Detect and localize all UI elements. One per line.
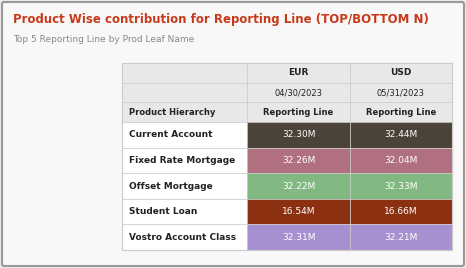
Text: 32.21M: 32.21M	[384, 233, 418, 242]
Text: 32.04M: 32.04M	[384, 156, 418, 165]
Bar	[350, 199, 452, 224]
Text: Current Account: Current Account	[129, 130, 212, 139]
Text: Product Wise contribution for Reporting Line (TOP/BOTTOM N): Product Wise contribution for Reporting …	[13, 13, 429, 26]
Bar	[247, 122, 350, 148]
Text: 16.54M: 16.54M	[282, 207, 315, 216]
Bar	[122, 63, 452, 250]
Text: 32.26M: 32.26M	[282, 156, 315, 165]
Text: Student Loan: Student Loan	[129, 207, 198, 216]
Bar	[247, 148, 350, 173]
Text: EUR: EUR	[288, 68, 309, 77]
Bar	[122, 63, 452, 83]
Text: Fixed Rate Mortgage: Fixed Rate Mortgage	[129, 156, 235, 165]
Bar	[122, 102, 452, 122]
Text: Top 5 Reporting Line by Prod Leaf Name: Top 5 Reporting Line by Prod Leaf Name	[13, 35, 194, 44]
Text: Offset Mortgage: Offset Mortgage	[129, 181, 213, 191]
Bar	[350, 224, 452, 250]
Text: Vostro Account Class: Vostro Account Class	[129, 233, 236, 242]
Text: 32.22M: 32.22M	[282, 181, 315, 191]
Bar	[350, 122, 452, 148]
Text: 16.66M: 16.66M	[384, 207, 418, 216]
Text: 32.31M: 32.31M	[282, 233, 315, 242]
Bar	[247, 173, 350, 199]
Text: Product Hierarchy: Product Hierarchy	[129, 108, 215, 117]
Text: Reporting Line: Reporting Line	[366, 108, 436, 117]
Text: USD: USD	[390, 68, 411, 77]
Bar	[350, 173, 452, 199]
Bar	[122, 83, 452, 102]
Bar	[350, 148, 452, 173]
Text: 32.30M: 32.30M	[282, 130, 315, 139]
Text: 32.44M: 32.44M	[384, 130, 418, 139]
Text: 05/31/2023: 05/31/2023	[377, 88, 425, 97]
Text: Reporting Line: Reporting Line	[263, 108, 334, 117]
FancyBboxPatch shape	[2, 2, 464, 266]
Bar	[247, 199, 350, 224]
Bar	[122, 63, 452, 250]
Bar	[247, 224, 350, 250]
Text: 04/30/2023: 04/30/2023	[274, 88, 322, 97]
Text: 32.33M: 32.33M	[384, 181, 418, 191]
